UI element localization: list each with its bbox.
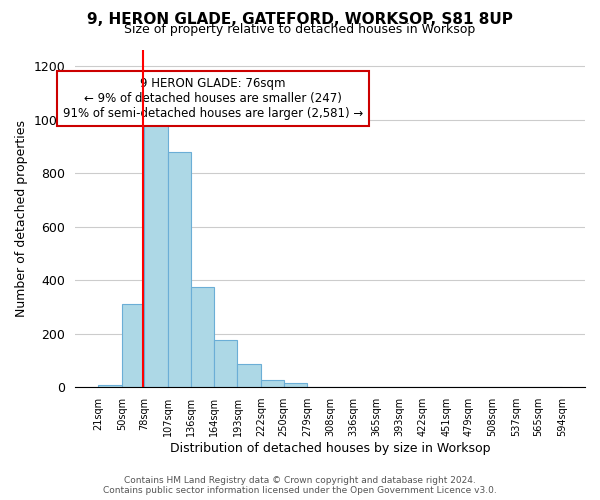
- Bar: [261, 380, 284, 387]
- Bar: [168, 152, 191, 387]
- Text: Contains HM Land Registry data © Crown copyright and database right 2024.
Contai: Contains HM Land Registry data © Crown c…: [103, 476, 497, 495]
- Text: Size of property relative to detached houses in Worksop: Size of property relative to detached ho…: [124, 22, 476, 36]
- Bar: [284, 383, 307, 387]
- Bar: [122, 304, 145, 387]
- Bar: [98, 384, 122, 387]
- Text: 9 HERON GLADE: 76sqm
← 9% of detached houses are smaller (247)
91% of semi-detac: 9 HERON GLADE: 76sqm ← 9% of detached ho…: [62, 77, 363, 120]
- Bar: [191, 287, 214, 387]
- Bar: [145, 122, 168, 387]
- Bar: [214, 340, 238, 387]
- X-axis label: Distribution of detached houses by size in Worksop: Distribution of detached houses by size …: [170, 442, 490, 455]
- Bar: [238, 364, 261, 387]
- Y-axis label: Number of detached properties: Number of detached properties: [15, 120, 28, 317]
- Text: 9, HERON GLADE, GATEFORD, WORKSOP, S81 8UP: 9, HERON GLADE, GATEFORD, WORKSOP, S81 8…: [87, 12, 513, 28]
